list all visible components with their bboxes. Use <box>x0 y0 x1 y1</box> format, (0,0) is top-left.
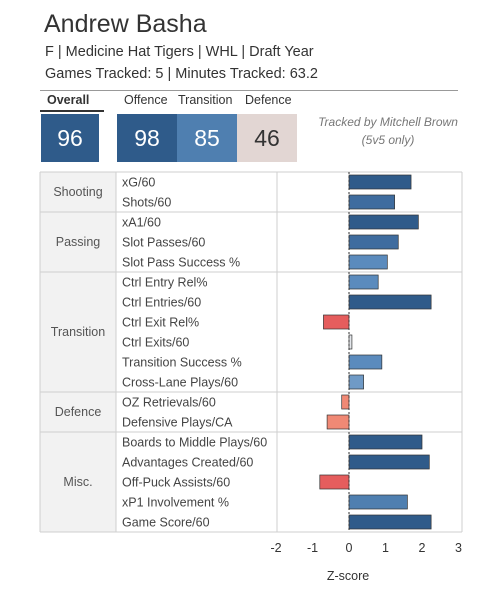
bar <box>348 214 419 230</box>
overall-label: Overall <box>47 93 90 107</box>
metric-label: xP1 Involvement % <box>122 496 229 510</box>
offence-label: Offence <box>124 93 168 107</box>
group-label: Transition <box>51 325 105 339</box>
metric-label: Ctrl Entries/60 <box>122 296 201 310</box>
metric-label: Transition Success % <box>122 356 242 370</box>
group-label: Passing <box>56 235 101 249</box>
bar <box>348 294 432 310</box>
header-divider <box>40 90 458 91</box>
x-tick-label: -1 <box>306 541 319 555</box>
player-info-line: F | Medicine Hat Tigers | WHL | Draft Ye… <box>45 44 314 60</box>
bar <box>341 394 350 410</box>
transition-rating-box: 85 <box>177 114 237 162</box>
metric-label: Advantages Created/60 <box>122 456 253 470</box>
bar <box>348 274 379 290</box>
bar <box>348 374 364 390</box>
bar <box>348 354 383 370</box>
metric-label: Ctrl Exits/60 <box>122 336 189 350</box>
bar <box>348 454 430 470</box>
x-tick-label: 2 <box>418 541 426 555</box>
overall-rating-box: 96 <box>41 114 99 162</box>
metric-label: Boards to Middle Plays/60 <box>122 436 267 450</box>
bar <box>348 434 423 450</box>
offence-rating-box: 98 <box>117 114 177 162</box>
bar <box>348 254 388 270</box>
player-name: Andrew Basha <box>44 10 207 38</box>
transition-label: Transition <box>178 93 233 107</box>
metric-label: Game Score/60 <box>122 516 210 530</box>
x-tick-label: 0 <box>345 541 353 555</box>
x-tick-label: -2 <box>270 541 282 555</box>
bar <box>319 474 350 490</box>
metric-label: Cross-Lane Plays/60 <box>122 376 238 390</box>
group-label: Misc. <box>63 475 92 489</box>
group-label: Shooting <box>53 185 102 199</box>
group-label-column <box>40 172 116 532</box>
defence-label: Defence <box>245 93 292 107</box>
bar <box>348 174 412 190</box>
metric-label: Shots/60 <box>122 196 171 210</box>
metric-label: Defensive Plays/CA <box>122 416 233 430</box>
tracking-scope-note: (5v5 only) <box>361 133 415 147</box>
overall-underline <box>40 110 104 112</box>
bar <box>348 194 395 210</box>
tracking-summary-line: Games Tracked: 5 | Minutes Tracked: 63.2 <box>45 66 318 82</box>
bar <box>348 494 408 510</box>
tracker-credit: Tracked by Mitchell Brown <box>318 115 458 129</box>
metric-label: Ctrl Entry Rel% <box>122 276 207 290</box>
metric-label: Slot Passes/60 <box>122 236 205 250</box>
bar <box>348 234 399 250</box>
bar <box>348 514 432 530</box>
bar <box>323 314 350 330</box>
metric-label: Off-Puck Assists/60 <box>122 476 230 490</box>
metric-label: Slot Pass Success % <box>122 256 240 270</box>
metric-label: OZ Retrievals/60 <box>122 396 216 410</box>
group-label: Defence <box>55 405 102 419</box>
metric-label: xA1/60 <box>122 216 161 230</box>
metric-label: xG/60 <box>122 176 155 190</box>
bar <box>326 414 350 430</box>
metric-label: Ctrl Exit Rel% <box>122 316 199 330</box>
x-tick-label: 3 <box>455 541 462 555</box>
x-tick-label: 1 <box>382 541 389 555</box>
x-axis-title: Z-score <box>326 569 370 583</box>
defence-rating-box: 46 <box>237 114 297 162</box>
